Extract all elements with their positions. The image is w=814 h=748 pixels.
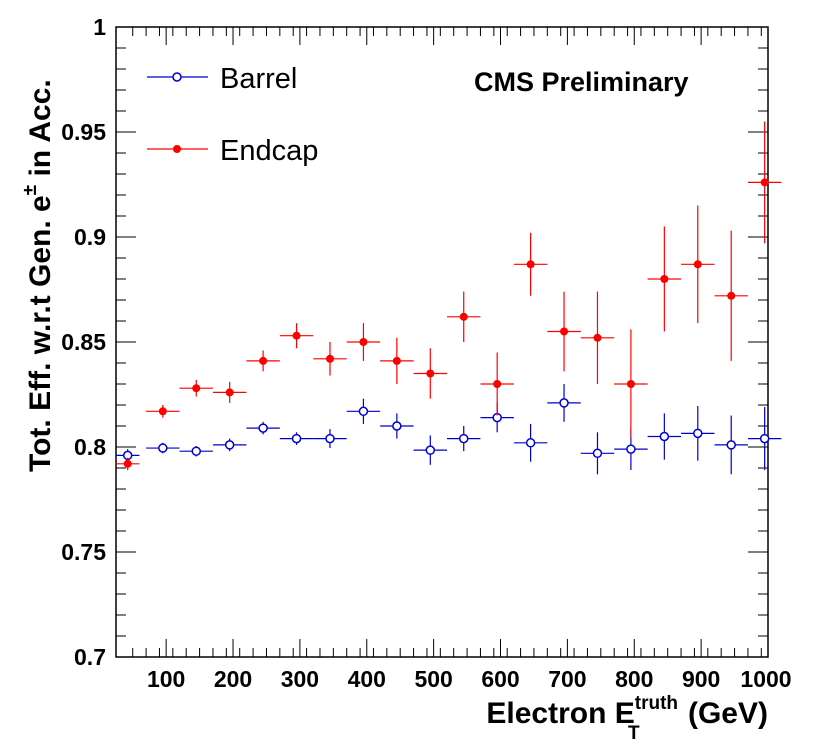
endcap-point xyxy=(325,354,334,363)
legend-entry-endcap: Endcap xyxy=(147,135,318,167)
endcap-point xyxy=(259,356,268,365)
barrel-point xyxy=(458,433,469,444)
barrel-point xyxy=(358,406,369,417)
endcap-point xyxy=(727,291,736,300)
x-tick-label: 600 xyxy=(481,666,519,692)
y-tick-label: 0.9 xyxy=(74,224,106,250)
barrel-point xyxy=(726,440,736,450)
y-tick-label: 1 xyxy=(93,14,106,40)
plot-frame xyxy=(115,26,769,658)
endcap-point xyxy=(626,380,635,388)
endcap-point xyxy=(426,369,435,378)
y-tick-label: 0.75 xyxy=(61,539,106,565)
endcap-point xyxy=(123,459,132,468)
barrel-point xyxy=(759,433,770,444)
barrel-point xyxy=(559,398,569,408)
endcap-point xyxy=(593,333,602,342)
y-tick-label: 0.95 xyxy=(61,119,106,145)
endcap-point xyxy=(459,312,468,321)
endcap-point xyxy=(760,178,769,187)
y-axis-title: Tot. Eff. w.r.t Gen. e± in Acc. xyxy=(20,79,57,472)
endcap-point xyxy=(158,407,167,416)
barrel-point xyxy=(224,440,235,450)
series-endcap xyxy=(116,121,782,471)
barrel-point xyxy=(325,433,335,444)
y-tick-label: 0.8 xyxy=(74,434,106,460)
endcap-point xyxy=(292,331,301,340)
cms-preliminary-label: CMS Preliminary xyxy=(474,67,689,97)
x-tick-labels: 100 200 300 400 500 600 700 800 900 1000 xyxy=(147,666,792,692)
barrel-point xyxy=(592,448,603,459)
x-tick-label: 400 xyxy=(348,666,386,692)
endcap-point xyxy=(392,356,401,365)
y-tick-label: 0.85 xyxy=(61,329,106,355)
y-tick-labels: 0.7 0.75 0.8 0.85 0.9 0.95 1 xyxy=(61,14,106,670)
axis-ticks xyxy=(116,26,769,658)
barrel-point xyxy=(693,428,703,439)
endcap-point xyxy=(225,388,234,397)
series-barrel xyxy=(116,384,782,475)
endcap-point xyxy=(660,275,669,283)
barrel-point xyxy=(158,443,168,453)
legend-endcap-marker xyxy=(173,145,181,153)
x-axis-title: Electron Etruth T (GeV) xyxy=(486,693,768,744)
x-tick-label: 500 xyxy=(414,666,452,692)
barrel-point xyxy=(659,431,670,442)
legend-barrel-marker xyxy=(172,72,182,82)
endcap-point xyxy=(526,260,535,269)
barrel-point xyxy=(392,421,402,431)
series-layer xyxy=(116,121,782,475)
x-tick-label: 100 xyxy=(147,666,185,692)
endcap-point xyxy=(192,384,201,393)
endcap-point xyxy=(560,327,569,336)
x-tick-label: 200 xyxy=(214,666,252,692)
y-tick-label: 0.7 xyxy=(74,644,106,670)
x-tick-label: 700 xyxy=(548,666,586,692)
x-tick-label: 300 xyxy=(281,666,319,692)
x-tick-label: 900 xyxy=(682,666,720,692)
barrel-point xyxy=(425,445,436,455)
endcap-point xyxy=(693,260,702,269)
barrel-point xyxy=(291,433,302,444)
legend-barrel-label: Barrel xyxy=(220,63,297,95)
legend-entry-barrel: Barrel xyxy=(147,63,297,95)
x-tick-label: 800 xyxy=(615,666,653,692)
barrel-point xyxy=(626,444,636,454)
legend: Barrel Endcap xyxy=(147,63,318,167)
barrel-point xyxy=(191,446,201,456)
endcap-point xyxy=(493,380,502,388)
endcap-point xyxy=(359,338,368,346)
legend-endcap-label: Endcap xyxy=(220,135,318,167)
x-tick-label: 1000 xyxy=(740,666,791,692)
barrel-point xyxy=(258,423,268,433)
barrel-point xyxy=(525,438,536,448)
